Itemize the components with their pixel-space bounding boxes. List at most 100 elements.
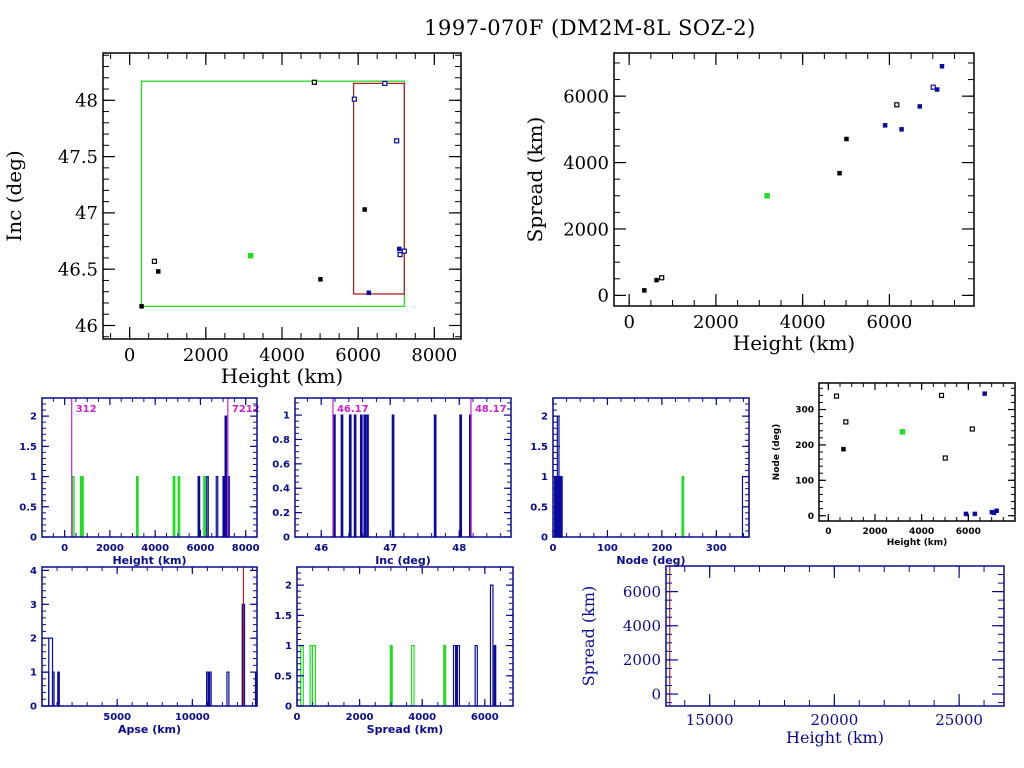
data-point <box>362 207 367 212</box>
data-point <box>659 275 665 281</box>
histogram-bar <box>433 414 437 538</box>
data-point <box>382 80 388 87</box>
data-point <box>843 419 849 425</box>
y-axis-label: Inc (deg) <box>2 150 26 241</box>
x-tick-label: 0 <box>124 345 135 366</box>
y-axis-label: Spread (km) <box>579 586 598 687</box>
histogram-bar <box>208 671 212 707</box>
data-point <box>401 248 407 254</box>
data-point <box>963 511 969 517</box>
histogram-bar <box>456 644 461 707</box>
y-tick-label: 2000 <box>563 219 609 240</box>
x-tick-label: 2000 <box>346 712 374 723</box>
data-point <box>972 511 978 517</box>
data-point <box>318 277 323 282</box>
data-point <box>311 79 317 85</box>
y-tick-label: 1.5 <box>274 611 292 622</box>
limit-label: 312 <box>76 404 97 415</box>
x-tick-label: 48 <box>452 543 466 554</box>
data-point <box>394 138 400 144</box>
plot-frame <box>41 566 258 707</box>
limit-label: 48.17 <box>475 404 507 415</box>
histogram-bar <box>311 644 317 707</box>
chart-node_hist: 0 100 200 300 0 0.5 1 1.5 2 Node (deg) <box>530 397 750 567</box>
y-tick-label: 1 <box>30 668 37 679</box>
chart-node_vs_height: 0 2000 4000 6000 0 100 200 300 Height (km) Node (… <box>772 382 1016 548</box>
histogram-bar <box>459 414 463 538</box>
histogram-bar <box>57 671 60 707</box>
data-point <box>882 123 888 128</box>
histogram-bar <box>136 475 139 538</box>
y-tick-label: 0.4 <box>272 484 290 495</box>
histogram-bar <box>222 475 226 538</box>
x-axis-label: Spread (km) <box>367 723 444 736</box>
plot-frame <box>296 566 514 707</box>
data-point <box>642 288 647 293</box>
x-tick-label: 200 <box>651 543 672 554</box>
histogram-bar <box>560 475 563 538</box>
x-tick-label: 25000 <box>935 711 983 729</box>
histogram-bar <box>410 644 415 707</box>
data-point <box>938 392 945 398</box>
x-tick-label: 2000 <box>693 312 739 333</box>
y-tick-label: 0 <box>283 533 290 544</box>
limit-label: 7212 <box>232 404 260 415</box>
x-axis-label: Height (km) <box>221 364 343 388</box>
y-tick-label: 0 <box>541 533 548 544</box>
histogram-bar <box>389 644 393 707</box>
data-point <box>397 246 402 252</box>
x-tick-label: 300 <box>706 543 727 554</box>
data-point <box>899 429 906 435</box>
histogram-bar <box>79 475 84 538</box>
data-point <box>917 104 923 109</box>
data-point <box>844 136 849 142</box>
y-tick-label: 0.5 <box>19 502 37 513</box>
x-tick-label: 0 <box>825 527 831 537</box>
data-point <box>939 64 945 69</box>
x-tick-label: 6000 <box>471 712 499 723</box>
x-axis-label: Height (km) <box>887 538 948 548</box>
x-axis-label: Height (km) <box>733 331 855 355</box>
data-point <box>899 127 904 132</box>
y-tick-label: 0.5 <box>274 671 292 682</box>
histogram-bar <box>206 475 209 538</box>
histogram-bar <box>493 644 497 707</box>
x-tick-label: 6000 <box>867 312 913 333</box>
histogram-bar <box>340 414 344 538</box>
y-tick-label: 2 <box>30 634 37 645</box>
x-tick-label: 8000 <box>232 543 260 554</box>
y-tick-label: 1.5 <box>19 442 37 453</box>
y-tick-label: 0 <box>30 533 37 544</box>
data-point <box>930 84 936 90</box>
x-axis-label: Node (deg) <box>616 554 685 567</box>
x-tick-label: 0 <box>550 543 557 554</box>
y-tick-label: 1 <box>30 472 37 483</box>
y-tick-label: 4000 <box>623 617 661 635</box>
histogram-bar <box>224 415 228 538</box>
x-tick-label: 20000 <box>811 711 859 729</box>
data-point <box>366 290 372 296</box>
plot-frame <box>102 52 462 340</box>
x-tick-label: 0 <box>294 712 301 723</box>
y-tick-label: 100 <box>795 476 814 486</box>
x-tick-label: 6000 <box>335 345 381 366</box>
y-axis-label: Spread (km) <box>523 117 547 243</box>
x-axis-label: Height (km) <box>786 728 884 747</box>
x-tick-label: 4000 <box>141 543 169 554</box>
y-tick-label: 1 <box>283 411 290 422</box>
histogram-bar <box>391 414 395 538</box>
data-point <box>151 258 158 264</box>
histogram-bar <box>366 414 369 538</box>
data-point <box>248 252 254 259</box>
data-point <box>934 87 940 92</box>
histogram-bar <box>333 414 336 538</box>
histogram-bar <box>489 584 494 707</box>
y-tick-label: 0.8 <box>272 435 290 446</box>
data-point <box>351 96 357 102</box>
x-tick-label: 5000 <box>103 712 131 723</box>
data-point <box>841 446 846 452</box>
histogram-bar <box>363 414 367 538</box>
histogram-bar <box>443 644 447 707</box>
y-tick-label: 1.5 <box>530 442 548 453</box>
histogram-bar <box>51 671 55 707</box>
